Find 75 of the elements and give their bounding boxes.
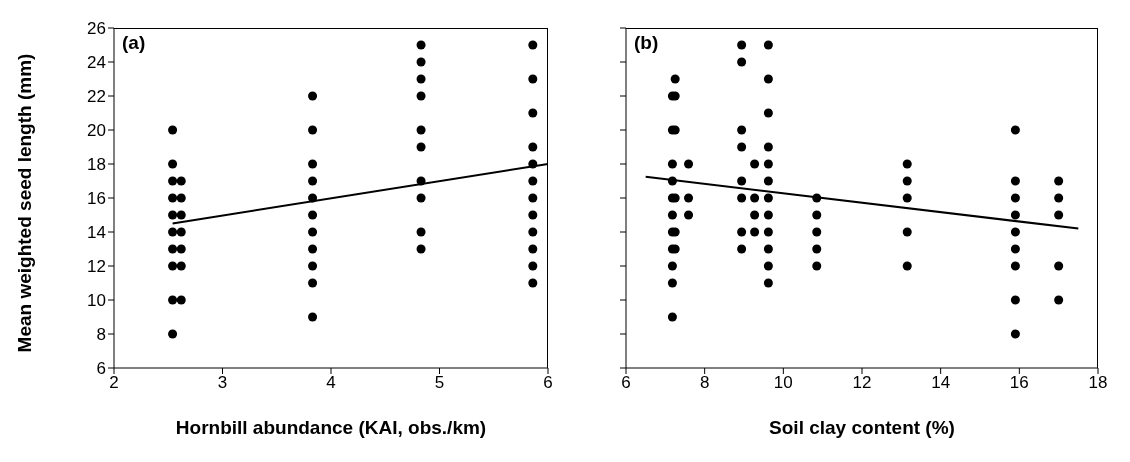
point bbox=[168, 227, 178, 237]
point bbox=[168, 244, 178, 254]
x-tick-label: 4 bbox=[326, 373, 336, 393]
y-axis-title: Mean weighted seed length (mm) bbox=[13, 52, 36, 355]
point bbox=[308, 312, 318, 322]
point bbox=[308, 210, 318, 220]
x-tick-label: 5 bbox=[434, 373, 445, 393]
point bbox=[308, 261, 318, 271]
point bbox=[176, 261, 186, 271]
point bbox=[528, 244, 538, 254]
point bbox=[308, 278, 318, 288]
x-axis-title: Hornbill abundance (KAI, obs./km) bbox=[175, 417, 487, 438]
x-tick-label: 14 bbox=[931, 373, 951, 393]
point bbox=[528, 142, 538, 152]
point bbox=[528, 74, 538, 84]
y-tick-label: 22 bbox=[87, 87, 106, 107]
point bbox=[168, 261, 178, 271]
point bbox=[528, 40, 538, 50]
x-tick-label: 16 bbox=[1009, 373, 1029, 393]
point bbox=[168, 176, 178, 186]
annotation: (a) bbox=[122, 32, 146, 54]
point bbox=[528, 227, 538, 237]
x-axis-title: Soil clay content (%) bbox=[769, 417, 955, 438]
x-tick-label: 10 bbox=[773, 373, 793, 393]
point bbox=[176, 210, 186, 220]
point bbox=[416, 125, 426, 135]
point bbox=[176, 193, 186, 203]
point bbox=[416, 193, 426, 203]
x-tick-label: 6 bbox=[543, 373, 553, 393]
point bbox=[168, 125, 178, 135]
point bbox=[308, 91, 318, 101]
point bbox=[528, 278, 538, 288]
point bbox=[308, 176, 318, 186]
point bbox=[528, 108, 538, 118]
point bbox=[528, 210, 538, 220]
x-tick-label: 3 bbox=[217, 373, 228, 393]
point bbox=[176, 227, 186, 237]
x-tick-label: 2 bbox=[109, 373, 119, 393]
point bbox=[176, 244, 186, 254]
point bbox=[528, 176, 538, 186]
y-tick-label: 16 bbox=[87, 189, 106, 209]
x-tick-label: 8 bbox=[699, 373, 710, 393]
point bbox=[416, 57, 426, 67]
point bbox=[308, 227, 318, 237]
point bbox=[416, 74, 426, 84]
point bbox=[168, 295, 178, 305]
y-tick-label: 12 bbox=[87, 257, 106, 277]
point bbox=[416, 244, 426, 254]
point bbox=[416, 227, 426, 237]
point bbox=[416, 40, 426, 50]
y-tick-label: 10 bbox=[87, 291, 106, 311]
point bbox=[308, 125, 318, 135]
x-tick-label: 6 bbox=[621, 373, 631, 393]
y-tick-label: 26 bbox=[87, 19, 106, 39]
y-tick-label: 8 bbox=[96, 325, 106, 345]
y-tick-label: 14 bbox=[87, 223, 106, 243]
point bbox=[416, 91, 426, 101]
x-tick-label: 12 bbox=[852, 373, 872, 393]
point bbox=[308, 244, 318, 254]
y-tick-label: 20 bbox=[87, 121, 106, 141]
point bbox=[528, 193, 538, 203]
y-tick-label: 6 bbox=[96, 359, 106, 379]
point bbox=[168, 193, 178, 203]
x-tick-label: 18 bbox=[1088, 373, 1108, 393]
point bbox=[176, 176, 186, 186]
point bbox=[168, 210, 178, 220]
point bbox=[308, 159, 318, 169]
y-tick-label: 18 bbox=[87, 155, 106, 175]
annotation: (b) bbox=[634, 32, 659, 54]
point bbox=[168, 159, 178, 169]
point bbox=[416, 142, 426, 152]
y-tick-label: 24 bbox=[87, 53, 106, 73]
point bbox=[176, 295, 186, 305]
point bbox=[528, 261, 538, 271]
point bbox=[168, 329, 178, 339]
